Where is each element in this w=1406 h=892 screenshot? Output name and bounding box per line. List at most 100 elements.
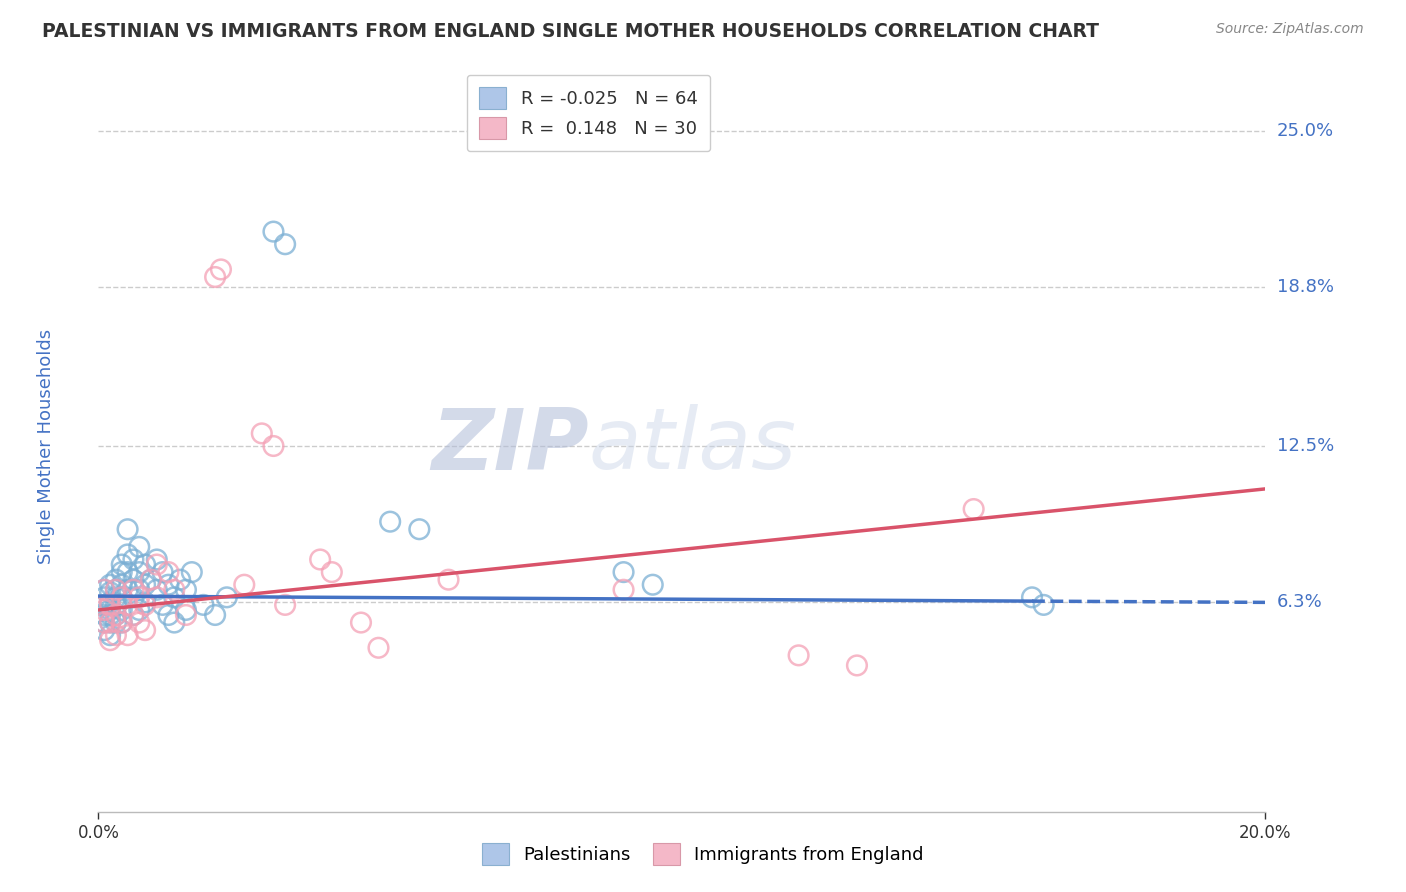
Text: 25.0%: 25.0% [1277, 121, 1334, 140]
Point [122, 607, 145, 622]
Point [380, 515, 402, 529]
Point [98, 585, 121, 599]
Point [321, 565, 343, 579]
Point [169, 573, 191, 587]
Point [846, 658, 869, 673]
Point [612, 582, 634, 597]
Point [350, 615, 373, 630]
Point [204, 607, 226, 622]
Point [612, 565, 634, 579]
Point [98, 615, 121, 630]
Point [117, 628, 139, 642]
Point [157, 578, 180, 592]
Point [139, 573, 162, 587]
Point [163, 591, 186, 605]
Point [146, 591, 169, 605]
Point [157, 565, 180, 579]
Point [98, 595, 121, 609]
Text: Single Mother Households: Single Mother Households [37, 328, 55, 564]
Point [274, 598, 297, 612]
Point [93, 582, 115, 597]
Point [111, 558, 134, 572]
Point [174, 582, 197, 597]
Point [117, 548, 139, 562]
Point [93, 615, 115, 630]
Point [111, 591, 134, 605]
Point [408, 522, 430, 536]
Point [128, 565, 150, 579]
Point [787, 648, 810, 663]
Point [122, 607, 145, 622]
Text: atlas: atlas [589, 404, 797, 488]
Point [104, 615, 127, 630]
Point [157, 607, 180, 622]
Point [1021, 591, 1043, 605]
Point [174, 607, 197, 622]
Point [152, 598, 174, 612]
Point [146, 558, 169, 572]
Point [104, 582, 127, 597]
Point [93, 603, 115, 617]
Point [98, 578, 121, 592]
Point [117, 565, 139, 579]
Point [367, 640, 389, 655]
Point [98, 603, 121, 617]
Point [962, 502, 984, 516]
Text: PALESTINIAN VS IMMIGRANTS FROM ENGLAND SINGLE MOTHER HOUSEHOLDS CORRELATION CHAR: PALESTINIAN VS IMMIGRANTS FROM ENGLAND S… [42, 22, 1099, 41]
Point [134, 558, 156, 572]
Point [93, 582, 115, 597]
Point [98, 607, 121, 622]
Point [128, 591, 150, 605]
Point [111, 603, 134, 617]
Point [98, 633, 121, 648]
Point [98, 615, 121, 630]
Point [163, 615, 186, 630]
Point [209, 262, 232, 277]
Point [93, 615, 115, 630]
Point [111, 565, 134, 579]
Point [146, 552, 169, 566]
Point [104, 573, 127, 587]
Point [122, 582, 145, 597]
Point [122, 552, 145, 566]
Point [128, 615, 150, 630]
Point [104, 607, 127, 622]
Point [134, 623, 156, 637]
Point [104, 598, 127, 612]
Text: 18.8%: 18.8% [1277, 278, 1333, 296]
Point [104, 591, 127, 605]
Point [146, 582, 169, 597]
Text: 6.3%: 6.3% [1277, 593, 1322, 611]
Point [98, 598, 121, 612]
Point [250, 426, 273, 441]
Point [262, 439, 284, 453]
Point [134, 578, 156, 592]
Legend: R = -0.025   N = 64, R =  0.148   N = 30: R = -0.025 N = 64, R = 0.148 N = 30 [467, 75, 710, 152]
Point [193, 598, 215, 612]
Point [128, 540, 150, 554]
Point [163, 582, 186, 597]
Point [117, 582, 139, 597]
Point [134, 595, 156, 609]
Point [134, 598, 156, 612]
Point [104, 628, 127, 642]
Point [93, 598, 115, 612]
Point [174, 603, 197, 617]
Point [111, 615, 134, 630]
Point [128, 603, 150, 617]
Point [93, 623, 115, 637]
Point [139, 573, 162, 587]
Point [233, 578, 256, 592]
Point [117, 522, 139, 536]
Point [152, 565, 174, 579]
Text: ZIP: ZIP [430, 404, 589, 488]
Point [274, 237, 297, 252]
Point [104, 582, 127, 597]
Point [215, 591, 238, 605]
Point [111, 615, 134, 630]
Point [1032, 598, 1054, 612]
Legend: Palestinians, Immigrants from England: Palestinians, Immigrants from England [474, 834, 932, 874]
Text: 12.5%: 12.5% [1277, 437, 1334, 455]
Point [641, 578, 664, 592]
Point [111, 578, 134, 592]
